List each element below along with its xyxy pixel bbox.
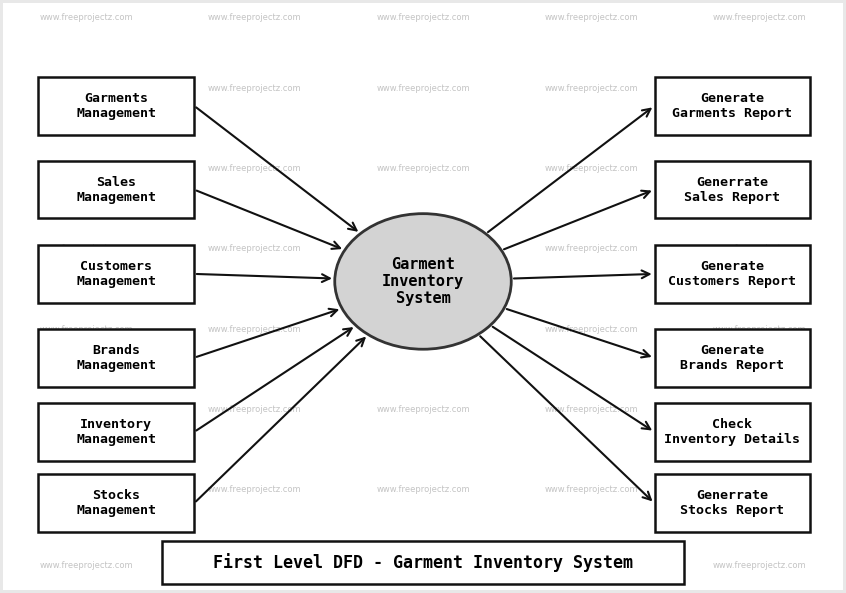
- Text: www.freeprojectz.com: www.freeprojectz.com: [544, 324, 638, 334]
- Text: www.freeprojectz.com: www.freeprojectz.com: [208, 324, 302, 334]
- Text: Sales
Management: Sales Management: [76, 176, 157, 203]
- Text: www.freeprojectz.com: www.freeprojectz.com: [40, 244, 134, 253]
- Bar: [39, 77, 194, 135]
- Text: www.freeprojectz.com: www.freeprojectz.com: [40, 485, 134, 495]
- Text: Generate
Customers Report: Generate Customers Report: [668, 260, 796, 288]
- Text: www.freeprojectz.com: www.freeprojectz.com: [40, 324, 134, 334]
- Bar: [655, 403, 810, 461]
- Text: www.freeprojectz.com: www.freeprojectz.com: [376, 164, 470, 173]
- Bar: [655, 329, 810, 387]
- Text: www.freeprojectz.com: www.freeprojectz.com: [712, 244, 806, 253]
- Text: Brands
Management: Brands Management: [76, 344, 157, 372]
- Text: www.freeprojectz.com: www.freeprojectz.com: [712, 84, 806, 93]
- Text: www.freeprojectz.com: www.freeprojectz.com: [712, 560, 806, 570]
- Text: www.freeprojectz.com: www.freeprojectz.com: [376, 405, 470, 414]
- Text: www.freeprojectz.com: www.freeprojectz.com: [544, 84, 638, 93]
- Bar: [162, 541, 684, 584]
- Text: www.freeprojectz.com: www.freeprojectz.com: [712, 164, 806, 173]
- Bar: [655, 77, 810, 135]
- Text: www.freeprojectz.com: www.freeprojectz.com: [208, 560, 302, 570]
- Bar: [39, 474, 194, 533]
- Text: www.freeprojectz.com: www.freeprojectz.com: [208, 405, 302, 414]
- Bar: [655, 474, 810, 533]
- Bar: [39, 329, 194, 387]
- Text: www.freeprojectz.com: www.freeprojectz.com: [208, 164, 302, 173]
- Text: www.freeprojectz.com: www.freeprojectz.com: [544, 485, 638, 495]
- Text: www.freeprojectz.com: www.freeprojectz.com: [40, 164, 134, 173]
- Text: Garment
Inventory
System: Garment Inventory System: [382, 257, 464, 307]
- Text: www.freeprojectz.com: www.freeprojectz.com: [376, 485, 470, 495]
- Bar: [39, 161, 194, 218]
- Text: www.freeprojectz.com: www.freeprojectz.com: [208, 13, 302, 23]
- Text: www.freeprojectz.com: www.freeprojectz.com: [544, 405, 638, 414]
- Text: Generrate
Sales Report: Generrate Sales Report: [684, 176, 780, 203]
- Text: www.freeprojectz.com: www.freeprojectz.com: [712, 13, 806, 23]
- Text: www.freeprojectz.com: www.freeprojectz.com: [544, 13, 638, 23]
- Text: www.freeprojectz.com: www.freeprojectz.com: [376, 324, 470, 334]
- Bar: [39, 403, 194, 461]
- Text: First Level DFD - Garment Inventory System: First Level DFD - Garment Inventory Syst…: [213, 553, 633, 572]
- Text: www.freeprojectz.com: www.freeprojectz.com: [208, 84, 302, 93]
- Text: www.freeprojectz.com: www.freeprojectz.com: [40, 84, 134, 93]
- Text: Generrate
Stocks Report: Generrate Stocks Report: [680, 489, 784, 517]
- Text: www.freeprojectz.com: www.freeprojectz.com: [40, 560, 134, 570]
- Text: Inventory
Management: Inventory Management: [76, 418, 157, 446]
- Text: Generate
Brands Report: Generate Brands Report: [680, 344, 784, 372]
- Text: www.freeprojectz.com: www.freeprojectz.com: [208, 485, 302, 495]
- Text: Check
Inventory Details: Check Inventory Details: [664, 418, 800, 446]
- Text: www.freeprojectz.com: www.freeprojectz.com: [544, 244, 638, 253]
- Text: www.freeprojectz.com: www.freeprojectz.com: [544, 164, 638, 173]
- Text: www.freeprojectz.com: www.freeprojectz.com: [376, 244, 470, 253]
- Text: www.freeprojectz.com: www.freeprojectz.com: [376, 560, 470, 570]
- FancyBboxPatch shape: [3, 3, 843, 590]
- Text: www.freeprojectz.com: www.freeprojectz.com: [712, 324, 806, 334]
- Text: www.freeprojectz.com: www.freeprojectz.com: [40, 405, 134, 414]
- Text: Customers
Management: Customers Management: [76, 260, 157, 288]
- Text: Stocks
Management: Stocks Management: [76, 489, 157, 517]
- Text: Garments
Management: Garments Management: [76, 92, 157, 120]
- Text: www.freeprojectz.com: www.freeprojectz.com: [544, 560, 638, 570]
- Bar: [39, 245, 194, 303]
- Text: Generate
Garments Report: Generate Garments Report: [673, 92, 793, 120]
- Text: www.freeprojectz.com: www.freeprojectz.com: [376, 84, 470, 93]
- Text: www.freeprojectz.com: www.freeprojectz.com: [712, 405, 806, 414]
- Text: www.freeprojectz.com: www.freeprojectz.com: [208, 244, 302, 253]
- Text: www.freeprojectz.com: www.freeprojectz.com: [712, 485, 806, 495]
- Text: www.freeprojectz.com: www.freeprojectz.com: [40, 13, 134, 23]
- Bar: [655, 245, 810, 303]
- Ellipse shape: [335, 213, 511, 349]
- Text: www.freeprojectz.com: www.freeprojectz.com: [376, 13, 470, 23]
- Bar: [655, 161, 810, 218]
